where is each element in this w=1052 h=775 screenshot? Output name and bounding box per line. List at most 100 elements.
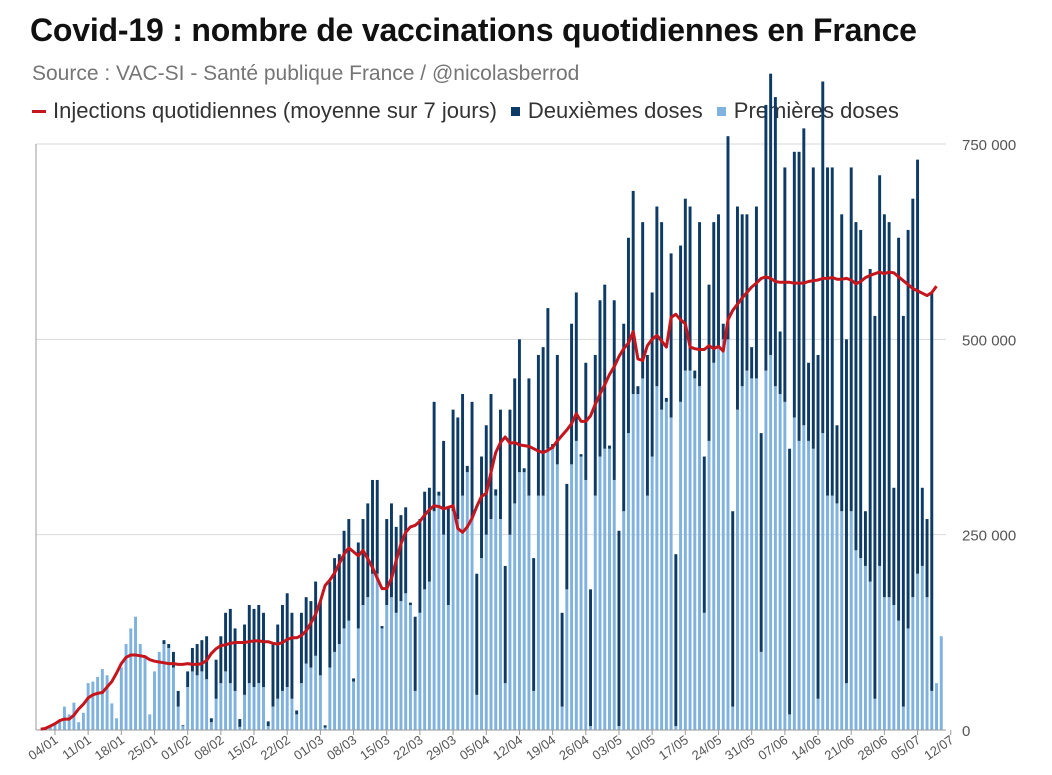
x-tick-label: 05/07	[888, 732, 923, 763]
bar-first-dose	[86, 683, 90, 730]
bar-first-dose	[712, 362, 716, 730]
bar-first-dose	[110, 703, 114, 730]
bar-first-dose	[551, 448, 555, 730]
bar-second-dose	[911, 198, 915, 598]
bar-second-dose	[717, 214, 720, 348]
bar-first-dose	[503, 683, 507, 730]
bar-first-dose	[167, 647, 171, 730]
bar-second-dose	[205, 636, 209, 680]
bar-second-dose	[608, 445, 611, 449]
moving-average-line	[40, 270, 938, 731]
bar-second-dose	[811, 167, 815, 449]
bar-first-dose	[257, 683, 261, 730]
bar-first-dose	[754, 378, 758, 730]
bar-first-dose	[764, 370, 768, 730]
bar-second-dose	[778, 331, 782, 395]
bar-second-dose	[299, 612, 303, 684]
bar-first-dose	[650, 456, 654, 730]
bar-first-dose	[489, 519, 493, 730]
bar-first-dose	[475, 694, 479, 730]
bar-second-dose	[375, 479, 379, 574]
bar-second-dose	[456, 417, 460, 520]
bar-first-dose	[816, 698, 820, 730]
bar-second-dose	[162, 640, 166, 645]
bar-second-dose	[603, 284, 607, 449]
bar-first-dose	[318, 675, 322, 730]
bar-first-dose	[105, 675, 109, 730]
legend-item-moving-average: Injections quotidiennes (moyenne sur 7 j…	[32, 98, 497, 124]
bar-second-dose	[266, 721, 270, 727]
x-tick-label: 21/06	[822, 732, 857, 763]
bar-first-dose	[162, 644, 166, 730]
bar-second-dose	[906, 229, 910, 629]
bar-second-dose	[797, 151, 801, 441]
bar-second-dose	[712, 222, 716, 363]
bar-second-dose	[503, 565, 507, 684]
bar-second-dose	[181, 725, 185, 727]
bar-second-dose	[873, 315, 877, 699]
bar-second-dose	[863, 511, 867, 566]
bar-first-dose	[608, 448, 611, 730]
x-tick-label: 12/04	[490, 732, 525, 763]
bar-first-dose	[574, 440, 578, 730]
bar-second-dose	[323, 725, 327, 728]
bar-second-dose	[541, 347, 545, 496]
bar-second-dose	[783, 167, 787, 402]
x-tick-label: 28/06	[855, 732, 890, 763]
bar-first-dose	[67, 714, 71, 730]
bar-second-dose	[612, 300, 616, 480]
bar-first-dose	[631, 394, 635, 730]
bar-second-dose	[257, 604, 261, 684]
bar-second-dose	[916, 159, 920, 574]
bar-second-dose	[764, 104, 768, 371]
bar-second-dose	[280, 604, 284, 691]
bar-first-dose	[797, 440, 801, 730]
bar-second-dose	[759, 433, 763, 652]
bar-first-dose	[508, 534, 512, 730]
bar-first-dose	[546, 448, 550, 730]
bar-first-dose	[840, 511, 844, 730]
bar-second-dose	[352, 678, 356, 682]
legend-label-moving-average: Injections quotidiennes (moyenne sur 7 j…	[53, 98, 497, 123]
bar-first-dose	[740, 386, 744, 730]
bar-first-dose	[930, 690, 934, 730]
bar-second-dose	[219, 636, 223, 684]
bar-first-dose	[854, 550, 858, 730]
bar-second-dose	[214, 659, 218, 699]
legend-line-swatch	[32, 109, 46, 113]
bar-second-dose	[878, 175, 882, 566]
bar-first-dose	[437, 495, 441, 730]
bar-second-dose	[849, 167, 853, 512]
bar-first-dose	[849, 511, 853, 730]
bar-first-dose	[693, 378, 697, 730]
bar-first-dose	[735, 409, 739, 730]
bar-first-dose	[622, 511, 626, 730]
bar-second-dose	[622, 323, 626, 512]
bar-second-dose	[565, 483, 569, 590]
bar-first-dose	[214, 698, 218, 730]
bar-second-dose	[295, 710, 299, 715]
bar-second-dose	[337, 554, 341, 645]
bar-second-dose	[413, 616, 417, 691]
bar-second-dose	[186, 671, 190, 688]
bar-second-dose	[347, 519, 351, 621]
bar-first-dose	[645, 495, 649, 730]
bar-first-dose	[285, 687, 289, 730]
bar-first-dose	[190, 671, 194, 730]
bar-first-dose	[53, 722, 57, 730]
bar-first-dose	[707, 440, 711, 730]
bar-second-dose	[660, 222, 664, 410]
bar-second-dose	[655, 206, 659, 387]
bar-second-dose	[802, 128, 806, 426]
bar-second-dose	[389, 503, 393, 598]
bar-second-dose	[522, 468, 526, 473]
bar-second-dose	[427, 487, 431, 582]
bar-first-dose	[81, 712, 85, 730]
bar-first-dose	[224, 671, 228, 730]
bar-first-dose	[356, 628, 360, 730]
bar-second-dose	[930, 292, 934, 691]
y-tick-label: 250 000	[962, 528, 1016, 545]
bar-first-dose	[560, 706, 564, 730]
bar-second-dose	[892, 487, 896, 605]
bar-second-dose	[271, 644, 275, 707]
